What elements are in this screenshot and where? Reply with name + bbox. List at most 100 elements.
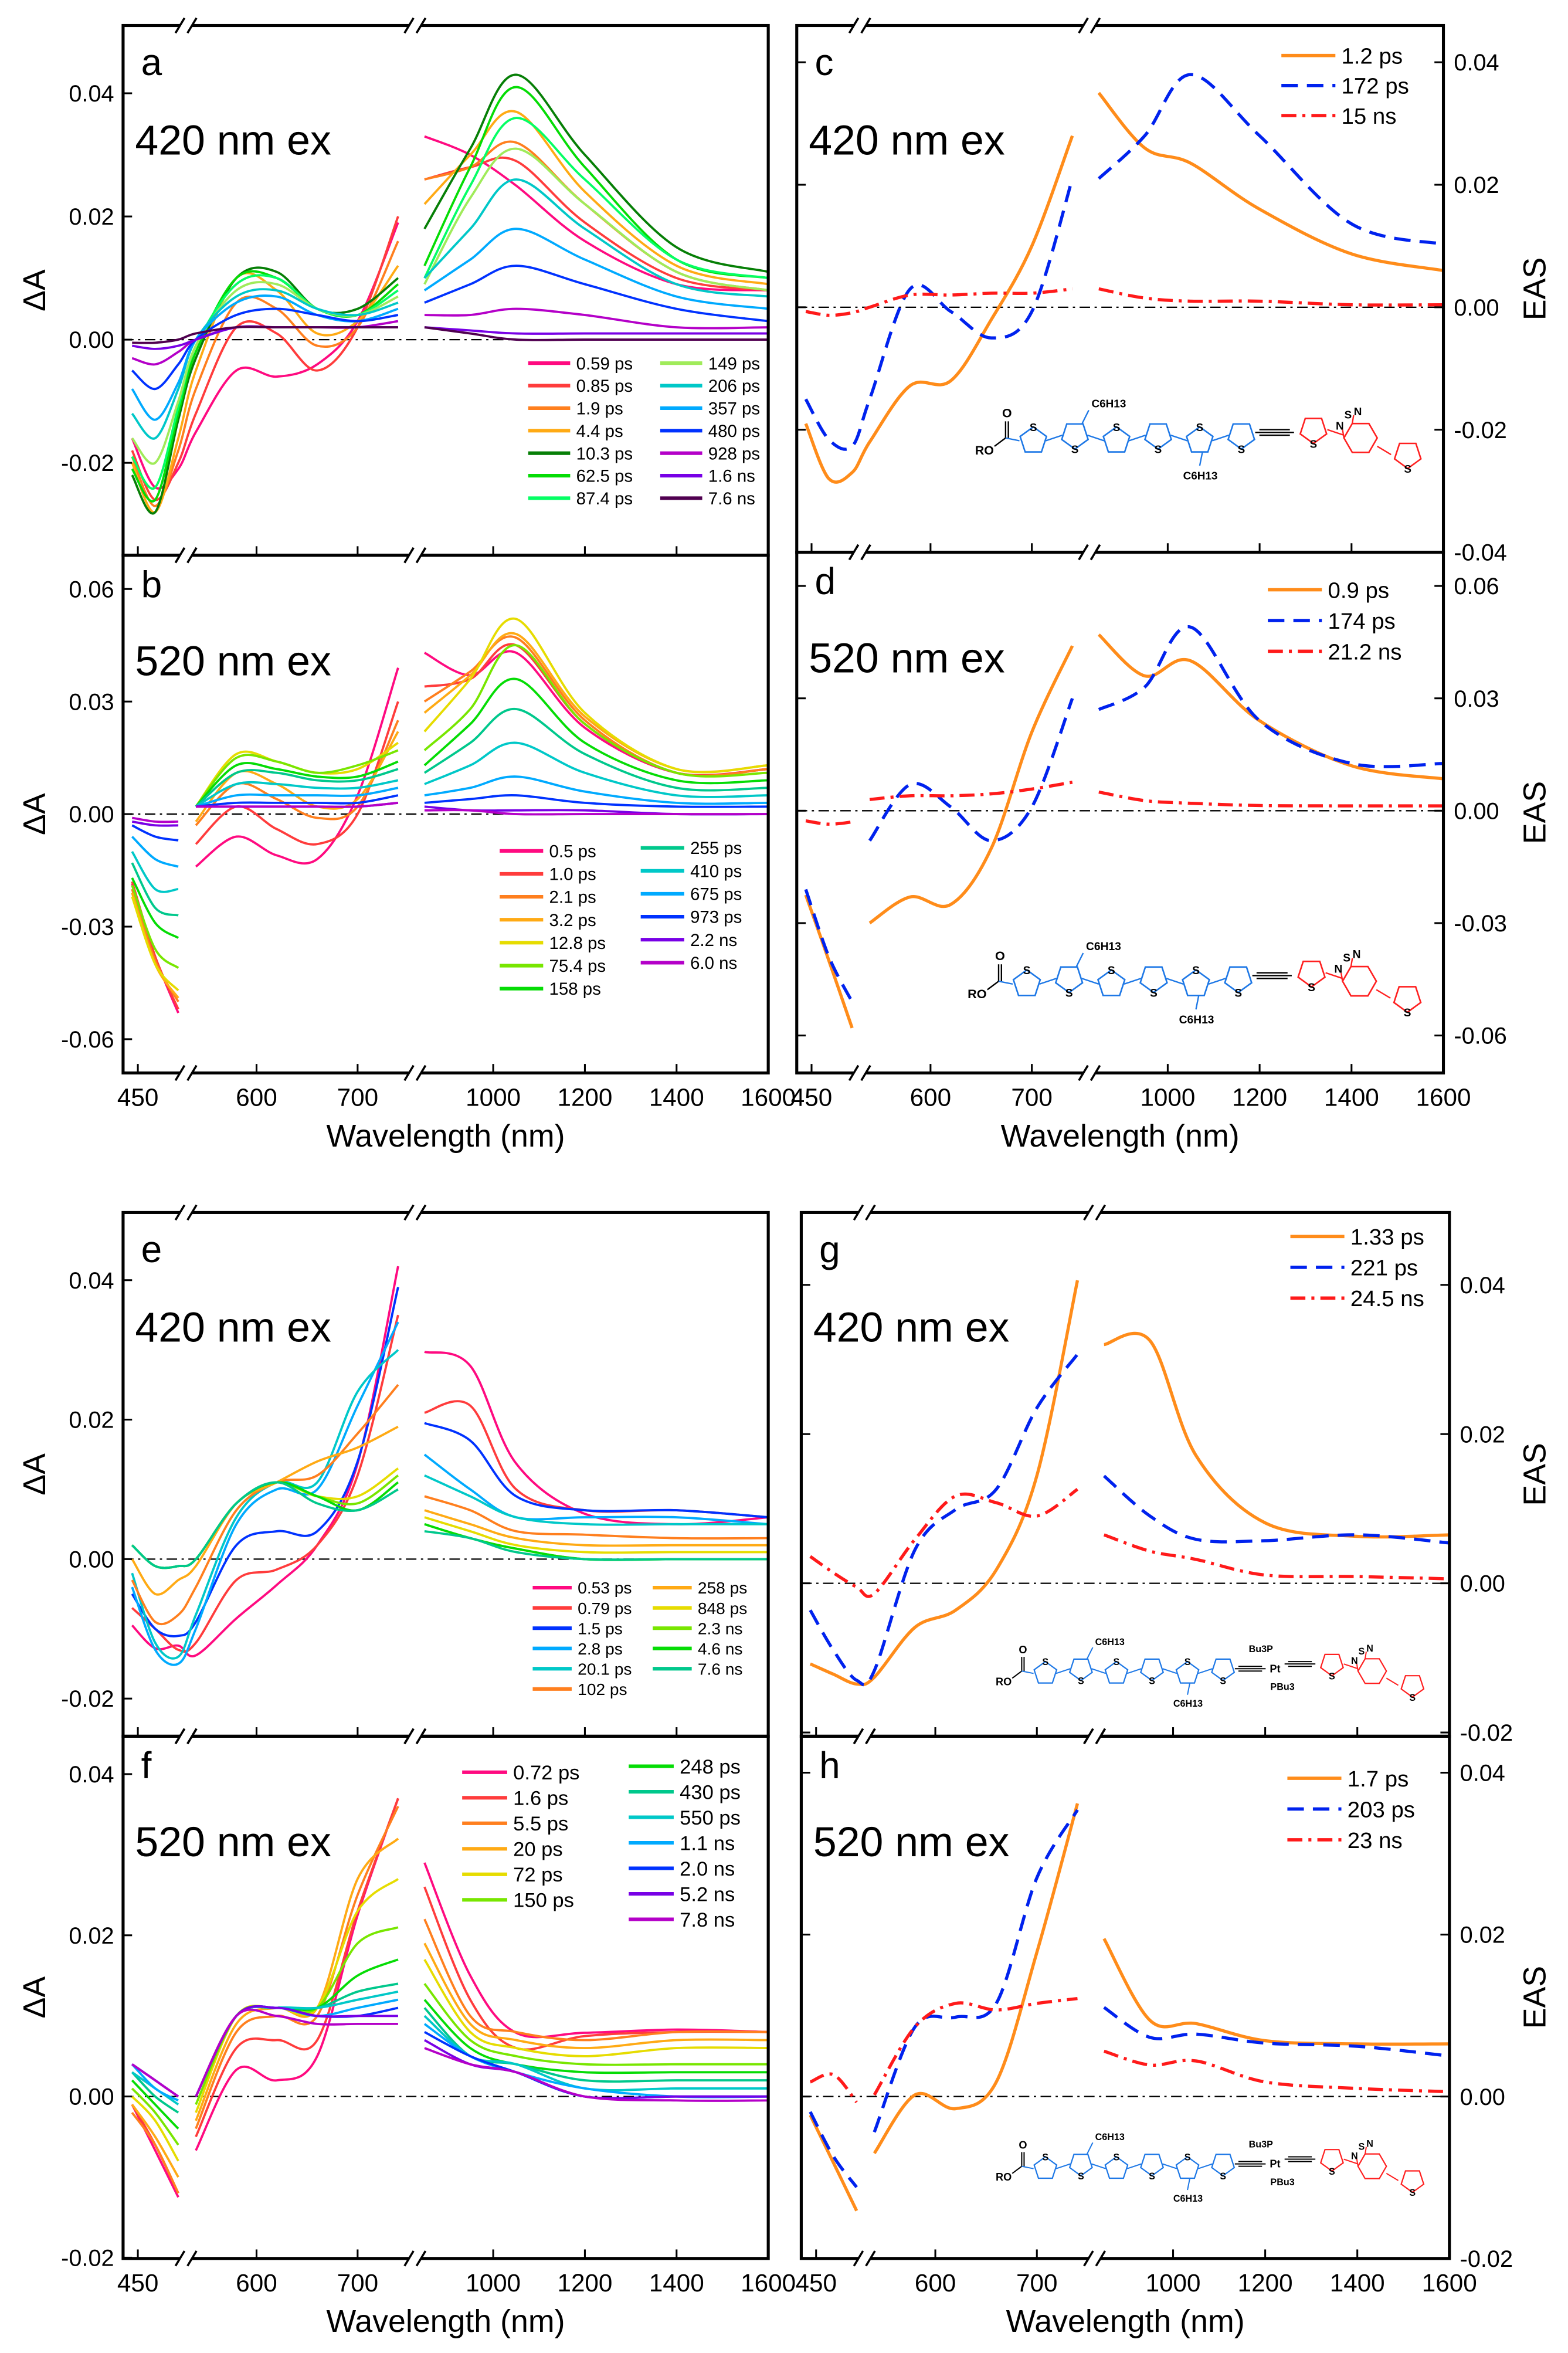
legend-label: 172 ps [1342, 74, 1409, 99]
legend-item: 62.5 ps [528, 467, 633, 486]
atom-label-n: N [1351, 2151, 1358, 2162]
series-line-20-ps [131, 2104, 179, 2178]
bond [1124, 978, 1142, 985]
atom-label-s: S [1329, 2166, 1335, 2177]
axis-break-mark [860, 1064, 871, 1081]
series-line-0.9-ps [1097, 633, 1444, 781]
series-line-23-ns [809, 2072, 858, 2104]
legend-item: 258 ps [653, 1579, 747, 1597]
axis-break-mark [174, 547, 186, 564]
atom-label-s: S [1078, 2171, 1084, 2182]
atom-label-s: S [1185, 2152, 1191, 2163]
axis-break-gap [409, 1208, 421, 1218]
y-axis-label: EAS [1518, 781, 1553, 844]
bond [1364, 1652, 1367, 1659]
thiophene-ring [1019, 426, 1048, 453]
series-group [809, 1280, 1450, 1687]
axis-break-mark [1083, 1728, 1094, 1745]
legend-label: 24.5 ns [1350, 1286, 1424, 1311]
legend-item: 4.6 ns [653, 1640, 743, 1658]
legend-item: 158 ps [500, 979, 601, 999]
excitation-label: 420 nm ex [809, 117, 1005, 164]
plot-frame [795, 551, 1445, 1075]
benzene-ring [1357, 1658, 1387, 1684]
axis-break-mark [1095, 1728, 1107, 1745]
legend-item: 2.8 ps [532, 1640, 623, 1658]
x-tick-label: 1200 [557, 1084, 612, 1111]
series-line-206-ps [423, 178, 769, 298]
y-tick-label: 0.00 [1460, 2084, 1505, 2110]
series-line-150-ps [131, 2087, 179, 2146]
legend-item: 24.5 ns [1290, 1286, 1424, 1311]
legend-label: 1.9 ps [576, 399, 623, 419]
legend-item: 149 ps [660, 354, 760, 374]
axis-break-mark [174, 2250, 186, 2267]
axis-break-mark [848, 544, 860, 561]
series-line-357-ps [423, 228, 769, 310]
series-line-62.5-ps [423, 86, 769, 280]
legend-item: 1.0 ps [500, 865, 596, 884]
legend-label: 2.1 ps [549, 888, 596, 907]
thiophene-ring [1097, 969, 1126, 996]
series-line-24.5-ns [1103, 1533, 1450, 1581]
atom-label-s: S [1042, 1657, 1048, 1667]
axis-break-mark [1078, 544, 1089, 561]
series-group [131, 1798, 769, 2198]
y-tick-label: -0.04 [1454, 540, 1506, 566]
legend-label: 174 ps [1328, 609, 1396, 634]
series-line-0.9-ps [804, 894, 854, 1029]
legend-label: 87.4 ps [576, 489, 633, 508]
axis-break-mark [403, 547, 415, 564]
axis-break-mark [853, 1728, 864, 1745]
thiophene-ring [1185, 426, 1214, 453]
legend-label: 102 ps [578, 1680, 627, 1698]
series-line-203-ps [873, 1809, 1079, 2133]
legend-item: 5.2 ns [629, 1883, 735, 1906]
thiophene-ring [1012, 969, 1041, 996]
legend-label: 2.2 ns [690, 931, 737, 950]
legend-item: 3.2 ps [500, 911, 596, 930]
y-tick-label: -0.02 [61, 1686, 114, 1712]
series-line-5.5-ps [195, 1806, 399, 2130]
atom-label-s: S [1234, 988, 1242, 1000]
y-tick-label: -0.06 [61, 1027, 114, 1053]
series-line-0.85-ps [424, 156, 769, 292]
x-tick-label: 1000 [1146, 2269, 1201, 2297]
series-line-6.0-ns [131, 816, 179, 823]
axis-break-mark [415, 17, 427, 34]
bond [1211, 434, 1229, 442]
axis-break-mark [848, 1064, 860, 1081]
panel-letter: b [141, 563, 162, 605]
atom-label-n: N [1334, 964, 1342, 976]
bond [1005, 437, 1020, 442]
series-line-72-ps [131, 2096, 179, 2162]
legend-item: 0.59 ps [528, 354, 633, 374]
thiophene-ring [1104, 2156, 1129, 2179]
legend-label: 1.0 ps [549, 865, 596, 884]
y-tick-label: -0.02 [1454, 418, 1506, 443]
x-tick-label: 1600 [741, 1084, 796, 1111]
legend-item: 172 ps [1281, 74, 1409, 99]
legend-item: 928 ps [660, 444, 760, 463]
bond [1091, 1668, 1107, 1674]
plot-frame [121, 1734, 770, 2260]
axis-break-gap [409, 21, 421, 30]
legend: 1.33 ps 221 ps 24.5 ns [1290, 1225, 1424, 1311]
series-line-5.5-ps [131, 2111, 179, 2194]
bond [1350, 958, 1353, 967]
bond [1195, 995, 1200, 1010]
thiophene-ring [1211, 1658, 1236, 1681]
y-tick-label: 0.06 [1454, 574, 1499, 599]
legend-label: 149 ps [708, 354, 760, 374]
y-tick-label: 0.00 [1454, 798, 1499, 824]
series-line-258-ps [424, 1509, 769, 1547]
axis-break-gap [409, 1731, 421, 1741]
series-line-1.7-ps [1102, 1938, 1450, 2046]
legend-label: 258 ps [698, 1579, 747, 1597]
series-line-158-ps [131, 877, 179, 939]
legend-item: 410 ps [640, 862, 742, 881]
y-tick-label: 0.00 [69, 802, 114, 828]
atom-label-hexyl: C6H13 [1086, 941, 1121, 953]
thiophene-ring [1182, 969, 1210, 996]
